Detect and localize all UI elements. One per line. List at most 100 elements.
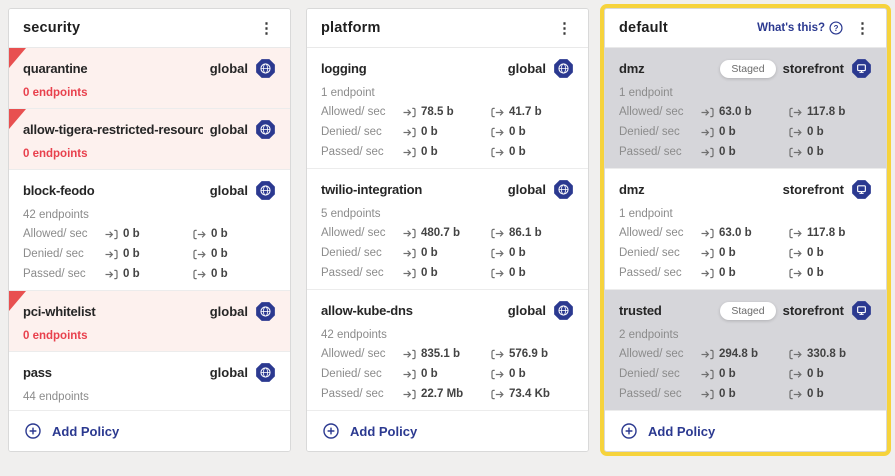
ingress-value: 0 b: [719, 247, 736, 259]
kebab-menu-icon[interactable]: ⋮: [557, 19, 572, 37]
ingress-group: 0 b: [701, 246, 789, 260]
ingress-group: 78.5 b: [403, 105, 491, 119]
stat-row: Allowed/ sec 480.7 b 86.1 b: [321, 226, 574, 240]
whats-this-link[interactable]: What's this??: [757, 21, 843, 35]
policy-card-meta: global: [508, 300, 574, 321]
policy-card-title-row: dmz Staged storefront: [619, 58, 872, 79]
egress-group: 0 b: [491, 246, 579, 260]
stat-label: Allowed/ sec: [619, 227, 684, 239]
stat-label: Denied/ sec: [619, 368, 680, 380]
policy-card-title-row: pass global: [23, 362, 276, 383]
stat-label: Allowed/ sec: [321, 106, 386, 118]
policy-card-meta: global: [210, 362, 276, 383]
stat-label: Allowed/ sec: [23, 409, 105, 410]
ingress-value: 22.7 Mb: [421, 388, 464, 400]
policy-name: allow-kube-dns: [321, 303, 413, 318]
column-header: security ⋮: [9, 9, 290, 48]
ingress-value: 0 b: [719, 368, 736, 380]
egress-value: 0 b: [509, 247, 526, 259]
kebab-menu-icon[interactable]: ⋮: [855, 19, 870, 37]
ingress-group: 0 b: [701, 387, 789, 401]
ingress-value: 480.7 b: [421, 227, 460, 239]
ingress-value: 0 b: [421, 126, 438, 138]
egress-value: 0 b: [807, 267, 824, 279]
egress-group: 330.8 b: [789, 347, 877, 361]
egress-group: 117.8 b: [789, 226, 877, 240]
policy-card[interactable]: dmz storefront 1 endpoint Allowed/ sec 63.0 …: [605, 169, 886, 290]
egress-value: 41.7 b: [509, 106, 542, 118]
policy-card-meta: global: [210, 119, 276, 140]
policy-card-title-row: quarantine global: [23, 58, 276, 79]
column-title: default: [619, 20, 668, 36]
egress-group: 73.4 Kb: [491, 387, 579, 401]
add-policy-button[interactable]: Add Policy: [605, 411, 886, 451]
stat-row: Allowed/ sec 294.8 b 330.8 b: [619, 347, 872, 361]
column-header-actions: ⋮: [555, 21, 574, 36]
egress-icon: [193, 249, 206, 260]
ingress-group: 63.0 b: [701, 105, 789, 119]
egress-icon: [491, 349, 504, 360]
ingress-icon: [403, 268, 416, 279]
egress-group: 0 b: [491, 367, 579, 381]
policy-card[interactable]: quarantine global 0 endpoints: [9, 48, 290, 109]
stat-row: Denied/ sec 0 b 0 b: [619, 125, 872, 139]
policy-card[interactable]: allow-tigera-restricted-resources global 0…: [9, 109, 290, 170]
column-header-actions: ⋮: [257, 21, 276, 36]
ingress-icon: [701, 147, 714, 158]
policy-board: security ⋮ quarantine global 0 endpoints allo…: [8, 4, 891, 456]
ingress-value: 0 b: [421, 267, 438, 279]
policy-name: dmz: [619, 61, 645, 76]
egress-icon: [491, 389, 504, 400]
policy-card[interactable]: twilio-integration global 5 endpoints Allow…: [307, 169, 588, 290]
policy-card-meta: global: [508, 58, 574, 79]
policy-card[interactable]: logging global 1 endpoint Allowed/ sec 78.5 …: [307, 48, 588, 169]
policy-card[interactable]: block-feodo global 42 endpoints Allowed/ se…: [9, 170, 290, 291]
egress-group: 0 b: [491, 266, 579, 280]
egress-group: 0 b: [789, 125, 877, 139]
policy-card-title-row: block-feodo global: [23, 180, 276, 201]
stat-row: Passed/ sec 0 b 0 b: [619, 266, 872, 280]
policy-card[interactable]: pci-whitelist global 0 endpoints: [9, 291, 290, 352]
scope-label: storefront: [782, 61, 844, 76]
ingress-group: 63.0 b: [701, 226, 789, 240]
egress-value: 0 b: [807, 388, 824, 400]
ingress-group: 0 b: [403, 367, 491, 381]
stat-row: Denied/ sec 0 b 0 b: [321, 367, 574, 381]
monitor-badge-icon: [851, 300, 872, 321]
policy-card[interactable]: pass global 44 endpoints Allowed/ sec 0 b 0 b…: [9, 352, 290, 410]
policy-card[interactable]: trusted Staged storefront 2 endpoints Allowe…: [605, 290, 886, 411]
egress-group: 86.1 b: [491, 226, 579, 240]
ingress-group: 22.7 Mb: [403, 387, 491, 401]
policy-tier-column: default What's this?? ⋮ dmz Staged storefront…: [600, 4, 891, 456]
policy-card-meta: Staged storefront: [720, 300, 872, 321]
endpoints-count: 0 endpoints: [23, 330, 88, 342]
egress-icon: [789, 248, 802, 259]
policy-card[interactable]: dmz Staged storefront 1 endpoint Allowed/ se…: [605, 48, 886, 169]
ingress-icon: [403, 369, 416, 380]
policy-name: quarantine: [23, 61, 88, 76]
ingress-value: 78.5 b: [421, 106, 454, 118]
egress-value: 0 b: [211, 248, 228, 260]
stat-row: Denied/ sec 0 b 0 b: [321, 246, 574, 260]
globe-badge-icon: [255, 301, 276, 322]
column-body: quarantine global 0 endpoints allow-tigera-…: [9, 48, 290, 410]
egress-value: 0 b: [807, 146, 824, 158]
ingress-icon: [403, 248, 416, 259]
add-policy-button[interactable]: Add Policy: [307, 411, 588, 451]
ingress-icon: [701, 268, 714, 279]
egress-value: 576.9 b: [509, 348, 548, 360]
stat-row: Denied/ sec 0 b 0 b: [619, 367, 872, 381]
kebab-menu-icon[interactable]: ⋮: [259, 19, 274, 37]
add-policy-icon: [25, 423, 41, 439]
ingress-value: 0 b: [421, 146, 438, 158]
policy-card-title-row: allow-kube-dns global: [321, 300, 574, 321]
policy-card-meta: global: [210, 58, 276, 79]
scope-label: global: [209, 61, 248, 76]
egress-value: 117.8 b: [807, 106, 846, 118]
egress-value: 0 b: [509, 267, 526, 279]
add-policy-button[interactable]: Add Policy: [9, 410, 290, 451]
add-policy-icon: [323, 423, 339, 439]
scope-label: global: [209, 122, 248, 137]
policy-card[interactable]: allow-kube-dns global 42 endpoints Allowed/…: [307, 290, 588, 411]
policy-name: allow-tigera-restricted-resources: [23, 122, 203, 137]
